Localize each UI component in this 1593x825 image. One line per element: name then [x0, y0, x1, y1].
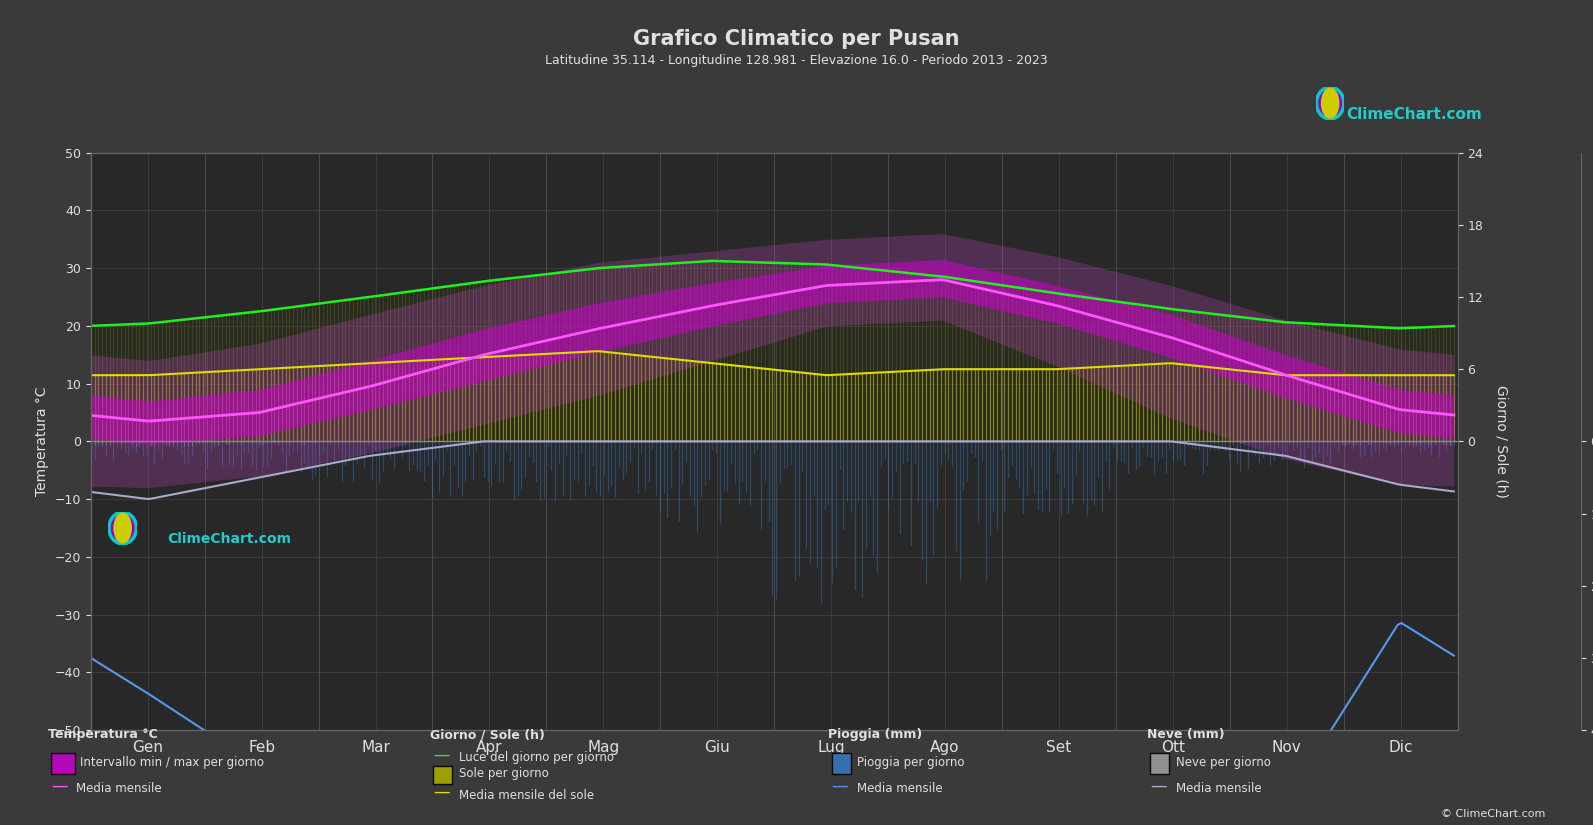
Text: Luce del giorno per giorno: Luce del giorno per giorno — [459, 752, 613, 765]
Text: Media mensile: Media mensile — [76, 782, 162, 795]
Text: Media mensile: Media mensile — [857, 782, 943, 795]
Text: Neve per giorno: Neve per giorno — [1176, 756, 1271, 769]
Text: © ClimeChart.com: © ClimeChart.com — [1440, 808, 1545, 818]
Text: Pioggia (mm): Pioggia (mm) — [828, 728, 922, 742]
Circle shape — [1316, 87, 1344, 119]
Ellipse shape — [115, 513, 131, 543]
Circle shape — [108, 512, 137, 544]
Text: Grafico Climatico per Pusan: Grafico Climatico per Pusan — [634, 29, 959, 49]
Text: Giorno / Sole (h): Giorno / Sole (h) — [430, 728, 545, 742]
Text: —: — — [1150, 776, 1166, 794]
Text: —: — — [51, 776, 67, 794]
Text: Neve (mm): Neve (mm) — [1147, 728, 1225, 742]
Ellipse shape — [1322, 88, 1338, 118]
Text: ClimeChart.com: ClimeChart.com — [1346, 107, 1481, 122]
Text: —: — — [832, 776, 847, 794]
Text: Media mensile del sole: Media mensile del sole — [459, 789, 594, 802]
Y-axis label: Giorno / Sole (h): Giorno / Sole (h) — [1494, 385, 1509, 497]
Text: Media mensile: Media mensile — [1176, 782, 1262, 795]
Text: Latitudine 35.114 - Longitudine 128.981 - Elevazione 16.0 - Periodo 2013 - 2023: Latitudine 35.114 - Longitudine 128.981 … — [545, 54, 1048, 67]
Text: Intervallo min / max per giorno: Intervallo min / max per giorno — [80, 756, 264, 769]
Text: Temperatura °C: Temperatura °C — [48, 728, 158, 742]
Text: —: — — [433, 783, 449, 801]
Text: ClimeChart.com: ClimeChart.com — [167, 532, 292, 546]
Y-axis label: Temperatura °C: Temperatura °C — [35, 387, 49, 496]
Text: —: — — [433, 746, 449, 764]
Text: Sole per giorno: Sole per giorno — [459, 767, 548, 780]
Text: Pioggia per giorno: Pioggia per giorno — [857, 756, 964, 769]
